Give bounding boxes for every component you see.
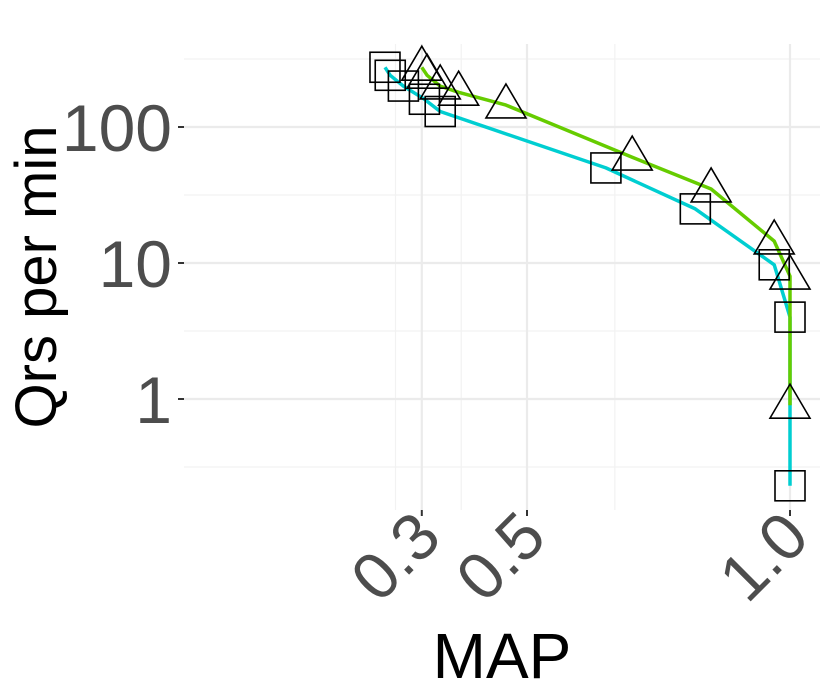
square-marker — [758, 248, 791, 281]
triangle-marker — [752, 218, 796, 255]
y-tick-label: 1 — [135, 363, 172, 437]
triangle-marker — [768, 382, 812, 419]
triangle-marker — [768, 253, 812, 290]
y-tick-label: 10 — [99, 227, 172, 301]
x-tick-label: 1.0 — [705, 498, 822, 615]
triangle-marker — [689, 166, 733, 203]
square-marker — [774, 470, 806, 502]
x-tick-label: 0.3 — [336, 498, 453, 615]
series-line — [383, 66, 792, 486]
triangle-marker — [437, 69, 481, 107]
y-tick-label: 100 — [62, 91, 172, 165]
square-marker — [590, 152, 622, 184]
triangle-marker — [484, 82, 528, 119]
x-axis: 0.30.5 1.0 — [336, 498, 821, 615]
square-marker — [387, 70, 420, 102]
y-axis: 1 10 100 — [62, 91, 184, 437]
series-markers — [369, 44, 812, 502]
y-axis-title: Qrs per min — [4, 126, 69, 429]
square-marker — [424, 95, 457, 128]
plot-panel — [184, 44, 820, 510]
triangle-marker — [418, 63, 462, 100]
square-marker — [369, 51, 401, 84]
square-marker — [774, 301, 806, 333]
triangle-marker — [610, 134, 654, 171]
minor-grid — [184, 44, 820, 510]
x-axis-title: MAP — [433, 620, 572, 692]
x-tick-label: 0.5 — [442, 498, 559, 615]
